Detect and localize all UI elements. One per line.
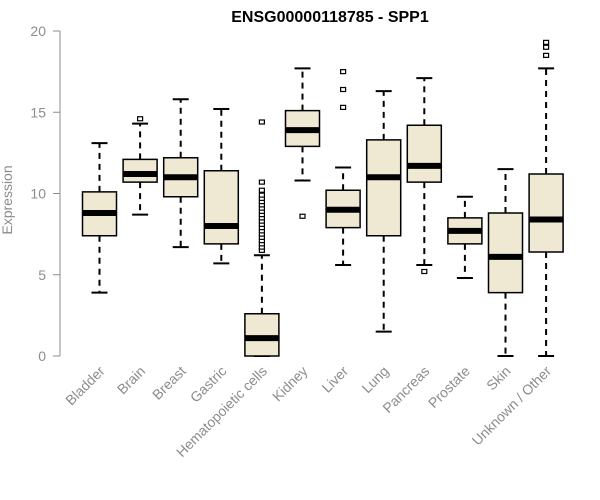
outlier-point bbox=[542, 52, 550, 58]
outlier-point bbox=[299, 213, 306, 219]
iqr-box bbox=[365, 139, 402, 237]
y-tick-label: 15 bbox=[30, 104, 46, 120]
x-tick-label: Breast bbox=[149, 363, 189, 403]
y-tick-label: 10 bbox=[30, 186, 46, 202]
box-bladder bbox=[81, 142, 118, 294]
outlier-point bbox=[542, 44, 550, 50]
x-tick-label: Bladder bbox=[62, 363, 108, 409]
box-pancreas bbox=[406, 77, 443, 275]
box-unknown-other bbox=[528, 39, 564, 357]
iqr-box bbox=[487, 212, 524, 294]
box-breast bbox=[162, 98, 199, 249]
box-kidney bbox=[284, 67, 321, 219]
outlier-point bbox=[542, 39, 550, 45]
x-tick-label: Kidney bbox=[269, 363, 311, 405]
iqr-box bbox=[244, 313, 280, 357]
outlier-point bbox=[258, 179, 265, 185]
outlier-point bbox=[137, 116, 144, 122]
box-lung bbox=[365, 90, 402, 333]
box-brain bbox=[122, 116, 158, 216]
y-axis-label: Expression bbox=[0, 165, 15, 234]
box-prostate bbox=[447, 195, 483, 279]
x-tick-label: Liver bbox=[318, 363, 351, 396]
outlier-point bbox=[421, 268, 428, 275]
outlier-point bbox=[258, 192, 265, 198]
box-liver bbox=[325, 69, 361, 266]
x-tick-label: Skin bbox=[483, 363, 514, 394]
box-gastric bbox=[203, 108, 240, 265]
outlier-point bbox=[340, 104, 347, 110]
boxes-group bbox=[81, 39, 564, 357]
x-tick-label: Lung bbox=[358, 363, 391, 396]
iqr-box bbox=[203, 170, 240, 245]
outlier-point bbox=[258, 187, 265, 193]
iqr-box bbox=[406, 124, 443, 183]
outlier-point bbox=[258, 119, 265, 125]
y-tick-label: 20 bbox=[30, 23, 46, 39]
iqr-box bbox=[122, 158, 158, 183]
x-tick-label: Prostate bbox=[425, 363, 473, 411]
chart-title: ENSG00000118785 - SPP1 bbox=[231, 9, 429, 26]
outlier-point bbox=[340, 69, 347, 75]
y-axis: 0 5 10 15 20 bbox=[30, 23, 61, 364]
box-hematopoietic-cells bbox=[244, 119, 280, 357]
y-tick-label: 0 bbox=[38, 348, 46, 364]
box-skin bbox=[487, 168, 524, 357]
outlier-point bbox=[340, 86, 347, 93]
iqr-box bbox=[528, 173, 564, 253]
y-tick-label: 5 bbox=[38, 267, 46, 283]
x-tick-label: Brain bbox=[114, 363, 148, 397]
